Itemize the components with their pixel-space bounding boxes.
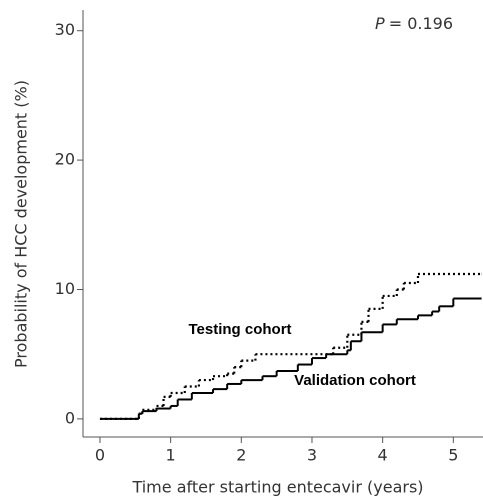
series-label: Testing cohort [188, 321, 291, 338]
y-tick-label: 30 [55, 20, 75, 39]
p-value: = 0.196 [389, 14, 453, 33]
y-axis-label: Probability of HCC development (%) [12, 80, 31, 368]
x-axis-label: Time after starting entecavir (years) [131, 478, 423, 497]
p-annotation: P = 0.196 [375, 14, 453, 33]
p-label: P [375, 14, 385, 33]
x-tick-label: 5 [448, 446, 458, 465]
y-tick-label: 0 [65, 408, 75, 427]
x-tick-label: 3 [307, 446, 317, 465]
x-tick-label: 1 [166, 446, 176, 465]
series-label: Validation cohort [294, 372, 416, 389]
y-tick-label: 20 [55, 150, 75, 169]
y-tick-label: 10 [55, 279, 75, 298]
x-tick-label: 2 [236, 446, 246, 465]
x-tick-label: 4 [378, 446, 388, 465]
x-tick-label: 0 [95, 446, 105, 465]
